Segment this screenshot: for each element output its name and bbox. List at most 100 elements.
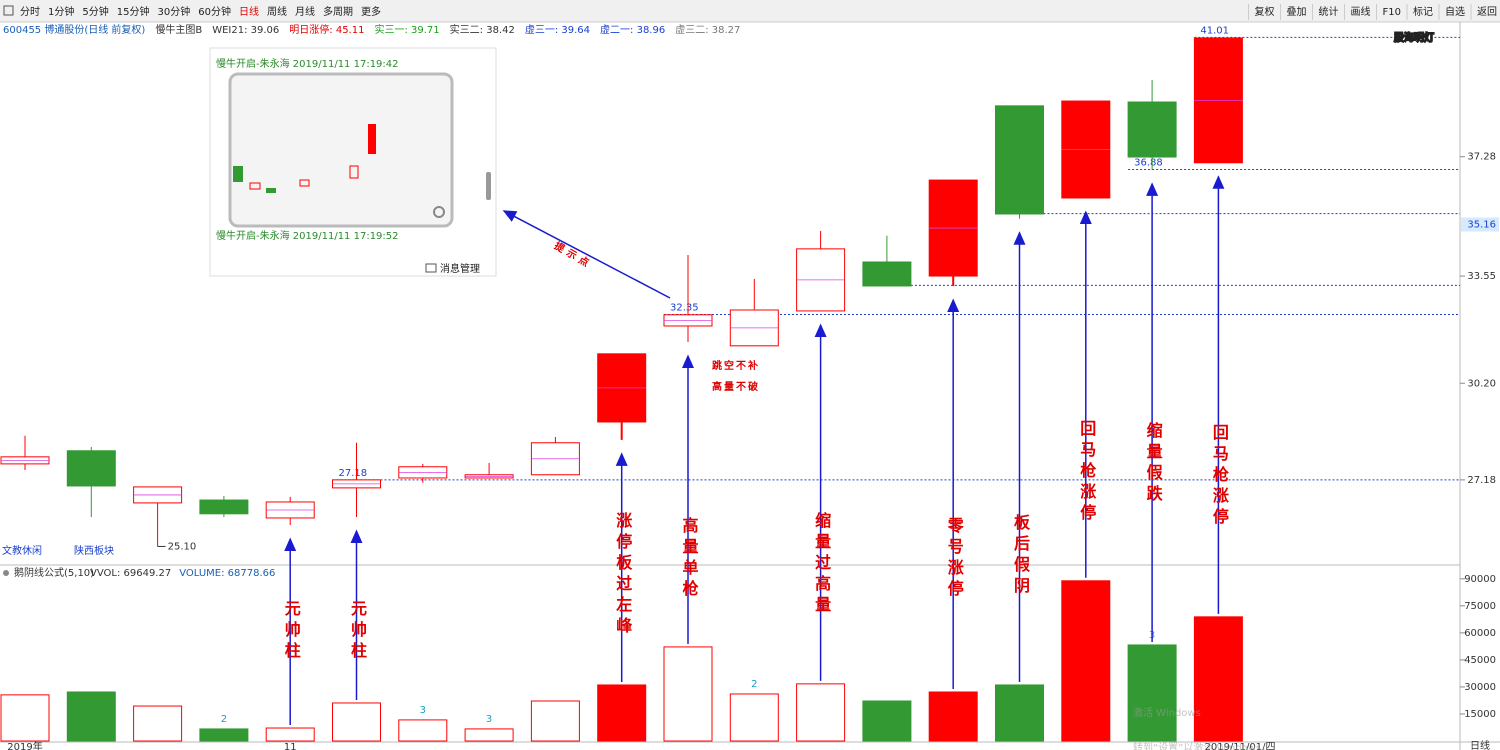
toolbar-button[interactable]: 返回: [1477, 6, 1497, 18]
toolbar-tab[interactable]: 30分钟: [157, 5, 190, 18]
popup-message: 慢牛开启-朱永海 2019/11/11 17:19:42: [216, 57, 399, 70]
thumb-candle: [368, 124, 376, 154]
x-label: 11: [284, 742, 297, 750]
volume-bar: [66, 691, 116, 742]
info-item: 虚三一: 39.64: [525, 24, 590, 36]
volume-bar: [530, 700, 580, 742]
x-label: 2019年: [7, 740, 42, 750]
y-tick-label: 30.20: [1467, 378, 1496, 389]
annotation: 涨停板过左峰: [613, 512, 633, 638]
activation-notice: 激活 Windows: [1133, 706, 1201, 719]
toolbar-button[interactable]: 标记: [1413, 6, 1433, 18]
price-label: 36.88: [1134, 158, 1163, 169]
info-item: 实三二: 38.42: [450, 23, 515, 36]
annotation: 零号涨停: [945, 517, 965, 601]
y-tick-label: 33.55: [1467, 271, 1496, 282]
volume-icon: [3, 570, 9, 576]
toolbar-button[interactable]: 画线: [1351, 5, 1371, 18]
activation-notice: 转到“设置”以激活 Windows。: [1133, 741, 1271, 750]
candle-body: [995, 105, 1044, 215]
volume-bar: [398, 719, 448, 742]
toolbar-button[interactable]: F10: [1383, 7, 1401, 18]
watermark: 股海明灯: [1394, 31, 1434, 44]
popup-button[interactable]: 消息管理: [440, 262, 480, 275]
volume-bar: [597, 684, 647, 742]
volume-bar: [265, 727, 315, 742]
annotation: 回马枪涨停: [1210, 424, 1229, 529]
y-tick-label: 30000: [1464, 682, 1496, 693]
annotation: 元帅柱: [282, 600, 301, 663]
thumb-candle: [266, 188, 276, 193]
toolbar-tab[interactable]: 月线: [295, 5, 315, 18]
volume-bar: [0, 694, 50, 742]
toolbar-button[interactable]: 自选: [1445, 5, 1465, 18]
price-label: 41.01: [1200, 25, 1229, 36]
candle-body: [1127, 101, 1177, 158]
toolbar-tab[interactable]: 周线: [267, 5, 287, 18]
sector-label: 陕西板块: [74, 544, 114, 557]
zoom-icon[interactable]: [433, 206, 445, 218]
popup-message: 慢牛开启-朱永海 2019/11/11 17:19:52: [216, 229, 399, 242]
last-price-box: [1461, 217, 1499, 232]
volume-bar: [1127, 644, 1177, 742]
last-price-label: 35.16: [1467, 220, 1496, 231]
y-tick-label: 37.28: [1467, 152, 1496, 163]
volume-bar-label: 2: [221, 714, 227, 725]
period-label: 日线: [1470, 739, 1490, 750]
toolbar-button[interactable]: 统计: [1319, 5, 1339, 18]
volume-title: 鹅阴线公式(5,10): [14, 566, 94, 579]
toolbar-tab[interactable]: 日线: [239, 5, 259, 18]
toolbar-tab[interactable]: 60分钟: [198, 5, 231, 18]
volume-bar: [1193, 616, 1243, 742]
toolbar-button[interactable]: 叠加: [1287, 6, 1307, 18]
cursor-date: 2019/11/01/四: [1204, 742, 1275, 750]
price-label: 27.18: [339, 468, 368, 479]
thumb-candle: [233, 166, 243, 182]
price-label: 25.10: [168, 541, 197, 552]
volume-bar-label: 3: [420, 705, 426, 716]
volume-bar: [464, 728, 514, 742]
thumb-candle: [349, 165, 359, 179]
scrollbar[interactable]: [486, 172, 491, 200]
y-tick-label: 75000: [1464, 601, 1496, 612]
volume-bar: [332, 702, 381, 742]
volume-bar: [1061, 580, 1111, 742]
y-tick-label: 15000: [1464, 709, 1496, 720]
toolbar-tab[interactable]: 更多: [361, 5, 381, 18]
annotation: 元帅柱: [348, 600, 367, 663]
info-item: 虚三二: 38.27: [675, 24, 740, 36]
volume-bar: [928, 691, 978, 742]
volume-bar-label: 2: [751, 679, 757, 690]
volume-bar: [729, 693, 779, 742]
volume-legend: VOLUME: 68778.66: [179, 568, 275, 579]
volume-bar: [796, 683, 846, 742]
info-item: 600455 博通股份(日线 前复权): [3, 23, 145, 36]
toolbar-tab[interactable]: 1分钟: [48, 5, 74, 18]
arrow: [502, 210, 671, 299]
toolbar-tab[interactable]: 5分钟: [82, 5, 108, 18]
volume-bar: [663, 646, 713, 742]
sector-label: 文教休闲: [2, 544, 42, 557]
thumb-candle: [299, 179, 310, 187]
info-item: 慢牛主图B: [155, 23, 202, 36]
annotation: 高量单枪: [680, 516, 699, 601]
toolbar-tab[interactable]: 多周期: [323, 5, 353, 18]
annotation: 回马枪涨停: [1077, 420, 1096, 525]
info-item: 明日涨停: 45.11: [289, 23, 364, 36]
price-label: 32.35: [670, 302, 699, 313]
candle-body: [199, 499, 249, 515]
toolbar-button[interactable]: 复权: [1255, 5, 1275, 18]
y-tick-label: 60000: [1464, 628, 1496, 639]
volume-bar: [995, 684, 1044, 742]
annotation: 板后假阴: [1011, 513, 1030, 598]
toolbar-tab[interactable]: 分时: [20, 6, 40, 18]
volume-bar: [133, 705, 183, 742]
popup: [209, 47, 497, 277]
thumbnail: [228, 72, 454, 228]
volume-bar: [862, 700, 912, 742]
info-item: 虚二一: 38.96: [600, 24, 665, 36]
toolbar-tab[interactable]: 15分钟: [117, 5, 150, 18]
annotation: 缩量过高量: [812, 511, 831, 617]
message-icon: [425, 263, 437, 273]
